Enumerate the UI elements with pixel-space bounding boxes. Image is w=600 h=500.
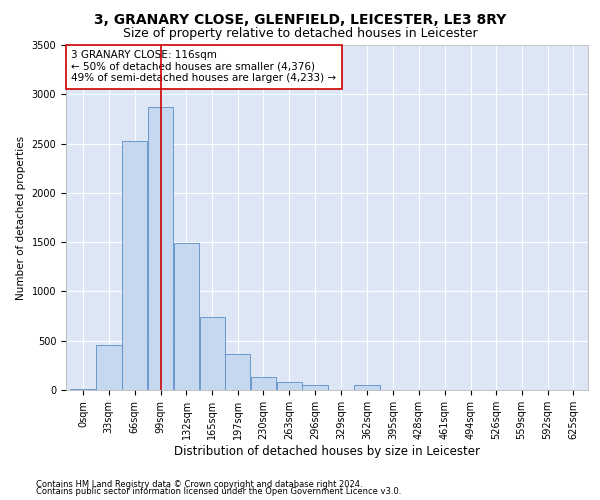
- Bar: [302, 384, 328, 390]
- Bar: [277, 382, 302, 390]
- Bar: [96, 344, 122, 390]
- Bar: [174, 243, 199, 390]
- Bar: [70, 388, 95, 390]
- Bar: [200, 317, 225, 390]
- Text: Contains HM Land Registry data © Crown copyright and database right 2024.: Contains HM Land Registry data © Crown c…: [36, 480, 362, 489]
- Text: 3 GRANARY CLOSE: 116sqm
← 50% of detached houses are smaller (4,376)
49% of semi: 3 GRANARY CLOSE: 116sqm ← 50% of detache…: [71, 50, 337, 84]
- Text: Size of property relative to detached houses in Leicester: Size of property relative to detached ho…: [122, 28, 478, 40]
- Bar: [122, 140, 148, 390]
- Text: 3, GRANARY CLOSE, GLENFIELD, LEICESTER, LE3 8RY: 3, GRANARY CLOSE, GLENFIELD, LEICESTER, …: [94, 12, 506, 26]
- Bar: [251, 377, 276, 390]
- Bar: [148, 107, 173, 390]
- Bar: [225, 354, 250, 390]
- X-axis label: Distribution of detached houses by size in Leicester: Distribution of detached houses by size …: [174, 444, 480, 458]
- Bar: [354, 385, 380, 390]
- Y-axis label: Number of detached properties: Number of detached properties: [16, 136, 26, 300]
- Text: Contains public sector information licensed under the Open Government Licence v3: Contains public sector information licen…: [36, 488, 401, 496]
